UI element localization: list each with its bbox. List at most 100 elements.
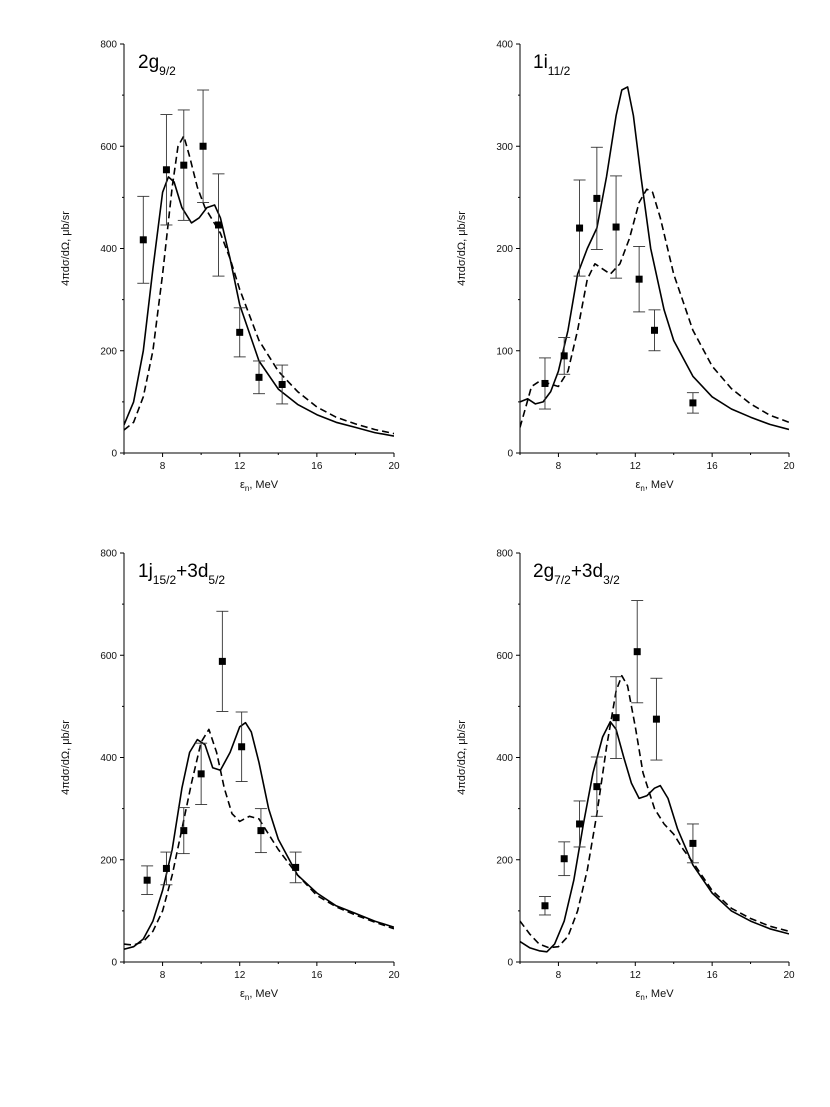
panel-1-x-tick-label: 8 [160,461,166,472]
panel-1-y-tick-label: 400 [100,244,117,255]
panel-3-data-point [238,743,246,751]
panel-2-x-tick-label: 16 [707,461,719,472]
panel-3-x-axis-label-unit: , MeV [249,988,278,1000]
panel-1-y-tick-label: 800 [100,40,117,51]
panel-1-state-label-sub: 9/2 [159,64,176,78]
panel-4-y-tick-label: 600 [496,651,513,662]
panel-3-data-point [257,827,265,835]
panel-4-x-tick-label: 12 [630,970,642,981]
panel-4-data-point [612,714,620,722]
panel-4-data-point [689,839,697,847]
panel-4-x-axis-label: εn, MeV [635,988,674,1002]
panel-2-x-axis-label-main: ε [635,479,640,491]
panel-3: 0 200 400 600 800 8 12 16 20 εn, MeV 4πdσ/dΩ, μb/s… [60,549,400,1003]
panel-4-data-point [576,820,584,828]
panel-1-x-tick-label: 20 [388,461,400,472]
panel-4-x-axis-label-sub: n [640,993,644,1002]
panel-2-data-point [635,275,643,283]
panel-3-x-axis-label: εn, MeV [240,988,279,1002]
panel-3-data-point [197,770,205,778]
panel-4-y-tick-label: 400 [496,753,513,764]
panel-4-data-point [652,715,660,723]
panel-3-state-label-sub: 15/2 [153,573,177,587]
panel-2: 0 100 200 300 400 8 12 16 20 εn, MeV 4πdσ/dΩ, μb/s… [456,40,795,494]
panel-1: 0 200 400 600 800 8 12 16 20 εn, MeV 4πdσ/dΩ, μb/s… [60,40,400,494]
panel-1-state-label-main: 2g [138,52,159,73]
panel-3-x-tick-label: 20 [388,970,400,981]
panel-1-solid-curve [124,176,394,437]
panel-2-data-point [560,352,568,360]
panel-1-data-point [236,328,244,336]
panel-2-data-point [541,379,549,387]
panel-4-x-axis-label-main: ε [635,988,640,1000]
panel-3-data-point [143,876,151,884]
panel-4-y-tick-label: 200 [496,855,513,866]
panel-2-data-point [612,223,620,231]
panel-2-y-axis-label: 4πdσ/dΩ, μb/sr [456,211,468,286]
panel-1-data-point [199,142,207,150]
panel-2-state-label-main: 1i [533,52,548,73]
panel-1-state-label: 2g9/2 [138,52,176,78]
panel-2-x-axis-label-sub: n [640,484,644,493]
panel-4-dashed-curve [520,674,789,949]
panel-3-y-tick-label: 600 [100,651,117,662]
panel-3-data-point [218,657,226,665]
panel-2-y-tick-label: 300 [496,142,513,153]
panel-3-x-axis-label-main: ε [240,988,245,1000]
panel-4-state-label-main: 2g [533,561,554,582]
panel-2-y-tick-label: 400 [496,40,513,51]
panel-4-y-tick-label: 0 [507,958,513,969]
panel-4-x-tick-label: 20 [783,970,795,981]
panel-4-state-label: 2g7/2+3d3/2 [533,561,620,587]
panel-4-solid-curve [520,720,789,953]
panel-4-state-label-sub: 7/2 [554,573,571,587]
panel-2-y-tick-label: 200 [496,244,513,255]
panel-3-y-tick-label: 400 [100,753,117,764]
panel-1-data-point [180,161,188,169]
panel-2-x-axis-label-unit: , MeV [645,479,674,491]
panel-2-data-point [593,194,601,202]
panel-4-data-point [541,902,549,910]
panel-3-data-point [180,827,188,835]
panel-1-y-tick-label: 0 [111,449,117,460]
panel-3-state-label-main2: +3d [176,561,208,582]
panel-1-y-tick-label: 200 [100,346,117,357]
panel-1-dashed-curve [124,135,394,435]
panel-3-y-axis-label: 4πdσ/dΩ, μb/sr [60,720,72,795]
panel-1-data-point [278,380,286,388]
panel-4: 0 200 400 600 800 8 12 16 20 εn, MeV 4πdσ/dΩ, μb/s… [456,549,795,1003]
panel-2-x-tick-label: 20 [783,461,795,472]
panel-2-data-point [576,224,584,232]
panel-3-y-tick-label: 0 [111,958,117,969]
panel-4-data-point [560,855,568,863]
panel-3-x-tick-label: 12 [234,970,246,981]
panel-1-data-point [215,221,222,229]
panel-3-x-axis-label-sub: n [245,993,249,1002]
panel-3-y-tick-label: 800 [100,549,117,560]
panel-1-x-axis-label: εn, MeV [240,479,279,493]
panel-1-y-axis-label: 4πdσ/dΩ, μb/sr [60,211,72,286]
panel-4-y-tick-label: 800 [496,549,513,560]
panel-2-dashed-curve [520,188,789,428]
panel-3-data-point [162,864,170,872]
panel-1-data-point [139,236,147,244]
panel-3-y-tick-label: 200 [100,855,117,866]
panel-1-data-point [255,373,263,381]
panel-2-x-tick-label: 12 [630,461,642,472]
panel-3-state-label-main: 1j [138,561,153,582]
panel-3-solid-curve [124,721,394,950]
panel-4-state-label-sub2: 3/2 [603,573,620,587]
panel-4-data-point [633,648,641,656]
panel-2-state-label-sub: 11/2 [548,64,571,78]
panel-1-x-axis-label-sub: n [245,484,249,493]
panel-4-x-tick-label: 16 [707,970,719,981]
panel-2-data-point [689,399,697,407]
panel-4-y-axis-label: 4πdσ/dΩ, μb/sr [456,720,468,795]
panel-1-x-axis-label-main: ε [240,479,245,491]
panel-3-x-tick-label: 16 [311,970,323,981]
panel-4-x-tick-label: 8 [556,970,562,981]
panel-1-x-axis-label-unit: , MeV [249,479,278,491]
panel-1-x-tick-label: 16 [311,461,323,472]
panel-1-y-tick-label: 600 [100,142,117,153]
